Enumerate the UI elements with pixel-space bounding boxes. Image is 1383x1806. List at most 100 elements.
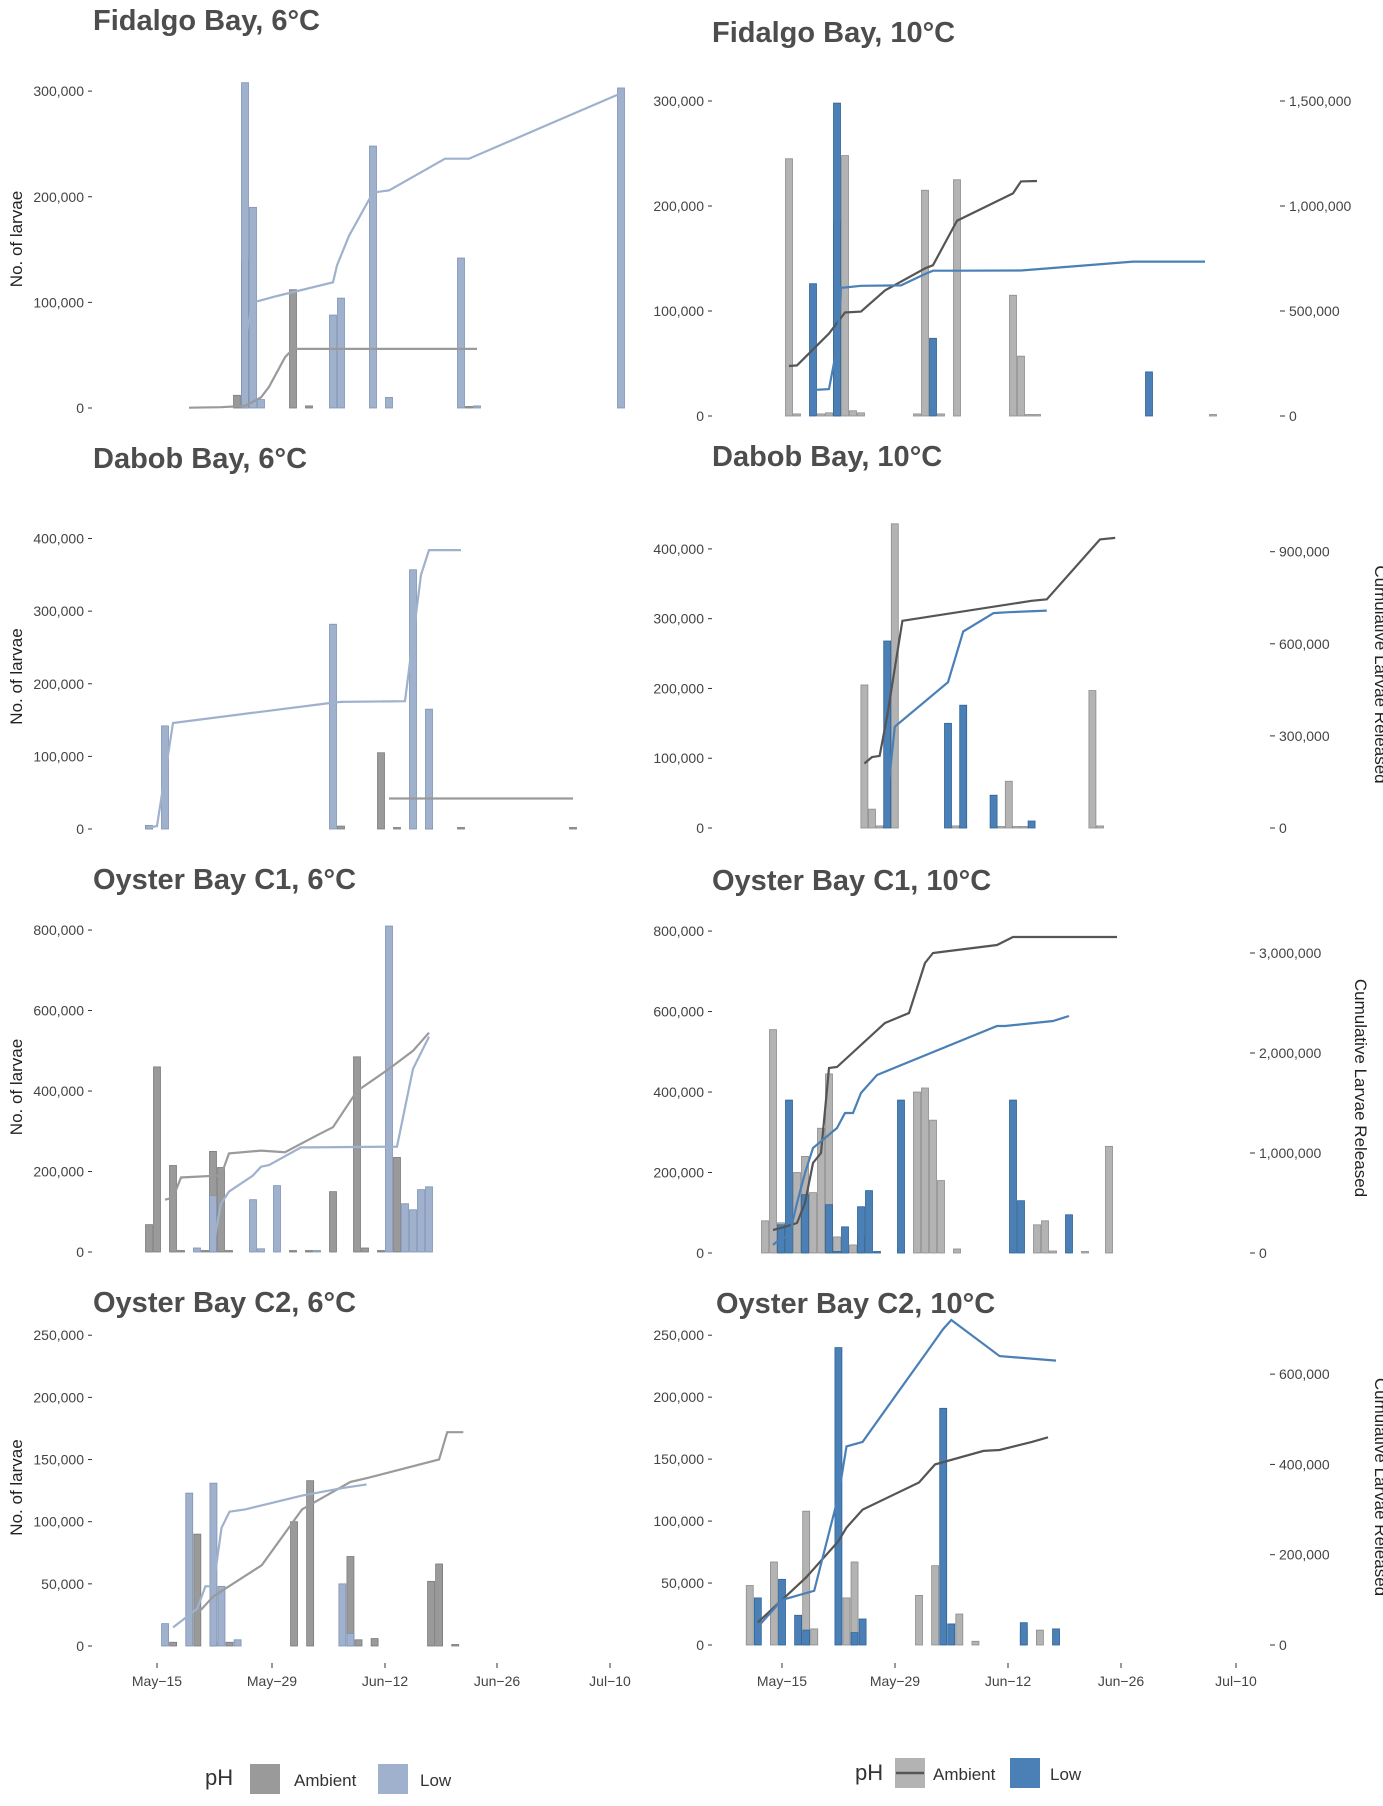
y-axis-label: No. of larvae [7,1439,26,1535]
panel-2: Fidalgo Bay, 10°C 0 100,000 200,000 300,000 0… [653,17,1383,424]
bar-low [337,297,345,409]
bar-ambient [761,1220,769,1254]
bar-low [1017,1200,1025,1254]
bar-low [785,1099,793,1254]
panel-title: Dabob Bay, 6°C [93,443,307,475]
y2-tick-label: 600,000 [1279,636,1330,652]
bar-low [617,87,625,409]
bar-low [929,337,937,417]
cumulative-line-ambient [196,1431,464,1615]
y-tick-label: 0 [76,400,84,416]
y-tick-label: 300,000 [653,93,704,109]
bar-low [794,1614,803,1646]
y2-tick-label: 0 [1279,820,1287,836]
cumulative-line-low [243,92,622,341]
panel-7: Oyster Bay C2, 6°C 0 50,000 100,000 150,000 2… [7,1287,631,1689]
bar-low [417,1189,425,1253]
y-tick-label: 100,000 [33,748,84,764]
bar-low [425,708,433,830]
y-tick-label: 100,000 [653,1513,704,1529]
bar-low [778,1578,786,1646]
y-tick-label: 400,000 [653,541,704,557]
bar-ambient [1033,414,1041,417]
bar-ambient [849,410,857,417]
bar-low [825,1204,833,1254]
bar-low [850,1632,859,1646]
bar-ambient [875,825,884,829]
panel-5: Oyster Bay C1, 6°C 0 200,000 400,000 600,000… [7,864,433,1260]
y2-tick-label: 0 [1259,1245,1267,1261]
panel-title: Oyster Bay C1, 10°C [712,865,991,897]
bar-low [233,1639,242,1647]
bar-low [273,1185,281,1253]
legend-left-ambient-label: Ambient [294,1771,357,1790]
legend-right-title: pH [855,1760,883,1785]
y2-tick-label: 600,000 [1279,1366,1330,1382]
y2-tick-label: 1,000,000 [1259,1145,1321,1161]
bar-ambient [857,412,865,417]
bar-ambient [842,1597,851,1646]
panel-title: Fidalgo Bay, 10°C [712,17,955,49]
bar-ambient [337,825,345,830]
y2-tick-label: 0 [1289,408,1297,424]
y-axis-label: No. of larvae [7,1039,26,1135]
x-tick-label: Jun−26 [474,1673,521,1689]
bar-ambient [225,1250,233,1253]
panel-title: Fidalgo Bay, 6°C [93,5,320,37]
legend-left: pH Ambient Low [205,1764,452,1794]
bar-ambient [346,1556,355,1647]
x-tick-label: Jun−12 [985,1673,1032,1689]
cumulative-line-low [211,1036,430,1248]
y-tick-label: 200,000 [33,1389,84,1405]
bar-ambient [915,1595,923,1646]
bar-low [1009,1099,1017,1254]
bar-ambient [860,684,869,829]
cumulative-line-low [772,1014,1070,1246]
bar-ambient [1004,780,1013,829]
bar-low [1019,1622,1028,1646]
bar-low [313,1250,321,1253]
bar-ambient [193,1533,202,1647]
bar-ambient [1012,826,1021,829]
bar-ambient [465,406,473,409]
x-tick-label: May−29 [247,1673,297,1689]
cumulative-line-ambient [788,179,1038,368]
y-tick-label: 200,000 [33,676,84,692]
bar-ambient [354,1639,363,1647]
y2-tick-label: 500,000 [1289,303,1340,319]
bar-ambient [145,1224,153,1253]
bar-ambient [913,1091,921,1254]
y2-axis-label: Cumulative Larvae Released [1351,979,1370,1197]
legend-left-ambient-swatch [250,1764,280,1794]
y-tick-label: 0 [696,1637,704,1653]
panel-1: Fidalgo Bay, 6°C 0 100,000 200,000 300,000 No… [7,5,625,416]
y-axis-label: No. of larvae [7,191,26,287]
legend-right-low-label: Low [1050,1765,1082,1784]
bar-ambient [1033,1224,1041,1254]
panel-8: Oyster Bay C2, 10°C 0 50,000 100,000 150,000… [653,1288,1383,1689]
bar-ambient [817,1127,825,1254]
y-tick-label: 200,000 [33,1164,84,1180]
y-tick-label: 250,000 [33,1327,84,1343]
bar-low [833,1251,841,1254]
bar-ambient [997,826,1006,829]
bar-low [457,257,465,409]
y-tick-label: 100,000 [653,303,704,319]
y-tick-label: 50,000 [41,1576,84,1592]
cumulative-line-low [756,1318,1057,1628]
bar-ambient [377,752,385,830]
bar-low [1065,1214,1073,1254]
bar-ambient [770,1561,778,1646]
bar-ambient [361,1247,369,1253]
bar-ambient [921,1087,929,1254]
y-tick-label: 600,000 [33,1003,84,1019]
y2-tick-label: 2,000,000 [1259,1045,1321,1061]
cumulative-line-ambient [772,935,1117,1232]
bar-ambient [225,1641,234,1647]
panel-title: Oyster Bay C1, 6°C [93,864,356,896]
bar-ambient [825,412,833,417]
bar-low [841,1226,849,1254]
bar-ambient [169,1165,177,1253]
bar-ambient [817,413,825,417]
bar-ambient [377,1250,385,1253]
